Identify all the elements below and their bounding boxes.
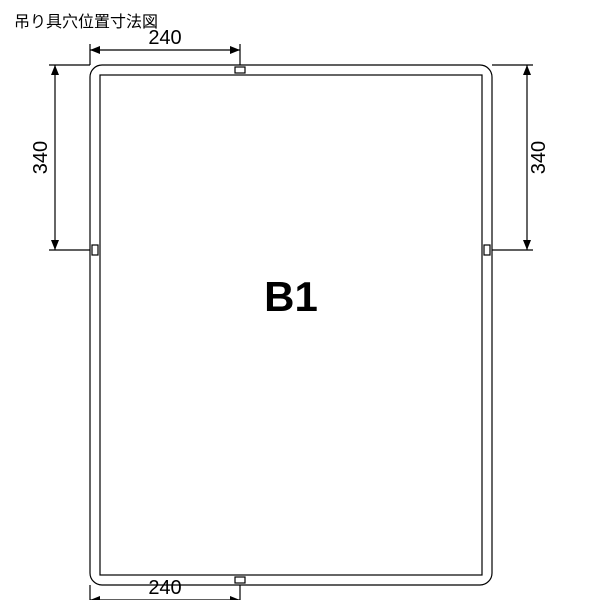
- dim-arrowhead: [51, 65, 59, 75]
- hanger-tab: [235, 577, 245, 583]
- frame-outer: [90, 65, 492, 585]
- hanger-tab: [484, 245, 490, 255]
- dim-arrowhead: [523, 240, 531, 250]
- dim-bottom-value: 240: [148, 577, 181, 599]
- frame-size-label: B1: [264, 273, 318, 320]
- dim-arrowhead: [51, 240, 59, 250]
- dim-arrowhead: [90, 596, 100, 600]
- dim-arrowhead: [230, 46, 240, 54]
- dim-arrowhead: [90, 46, 100, 54]
- dimension-diagram: 240240340340B1: [0, 0, 600, 600]
- frame-inner: [100, 75, 482, 575]
- dim-arrowhead: [523, 65, 531, 75]
- diagram-title: 吊り具穴位置寸法図: [14, 8, 158, 32]
- hanger-tab: [92, 245, 98, 255]
- dim-arrowhead: [230, 596, 240, 600]
- hanger-tab: [235, 67, 245, 73]
- dim-right-value: 340: [528, 141, 550, 174]
- dim-left-value: 340: [30, 141, 52, 174]
